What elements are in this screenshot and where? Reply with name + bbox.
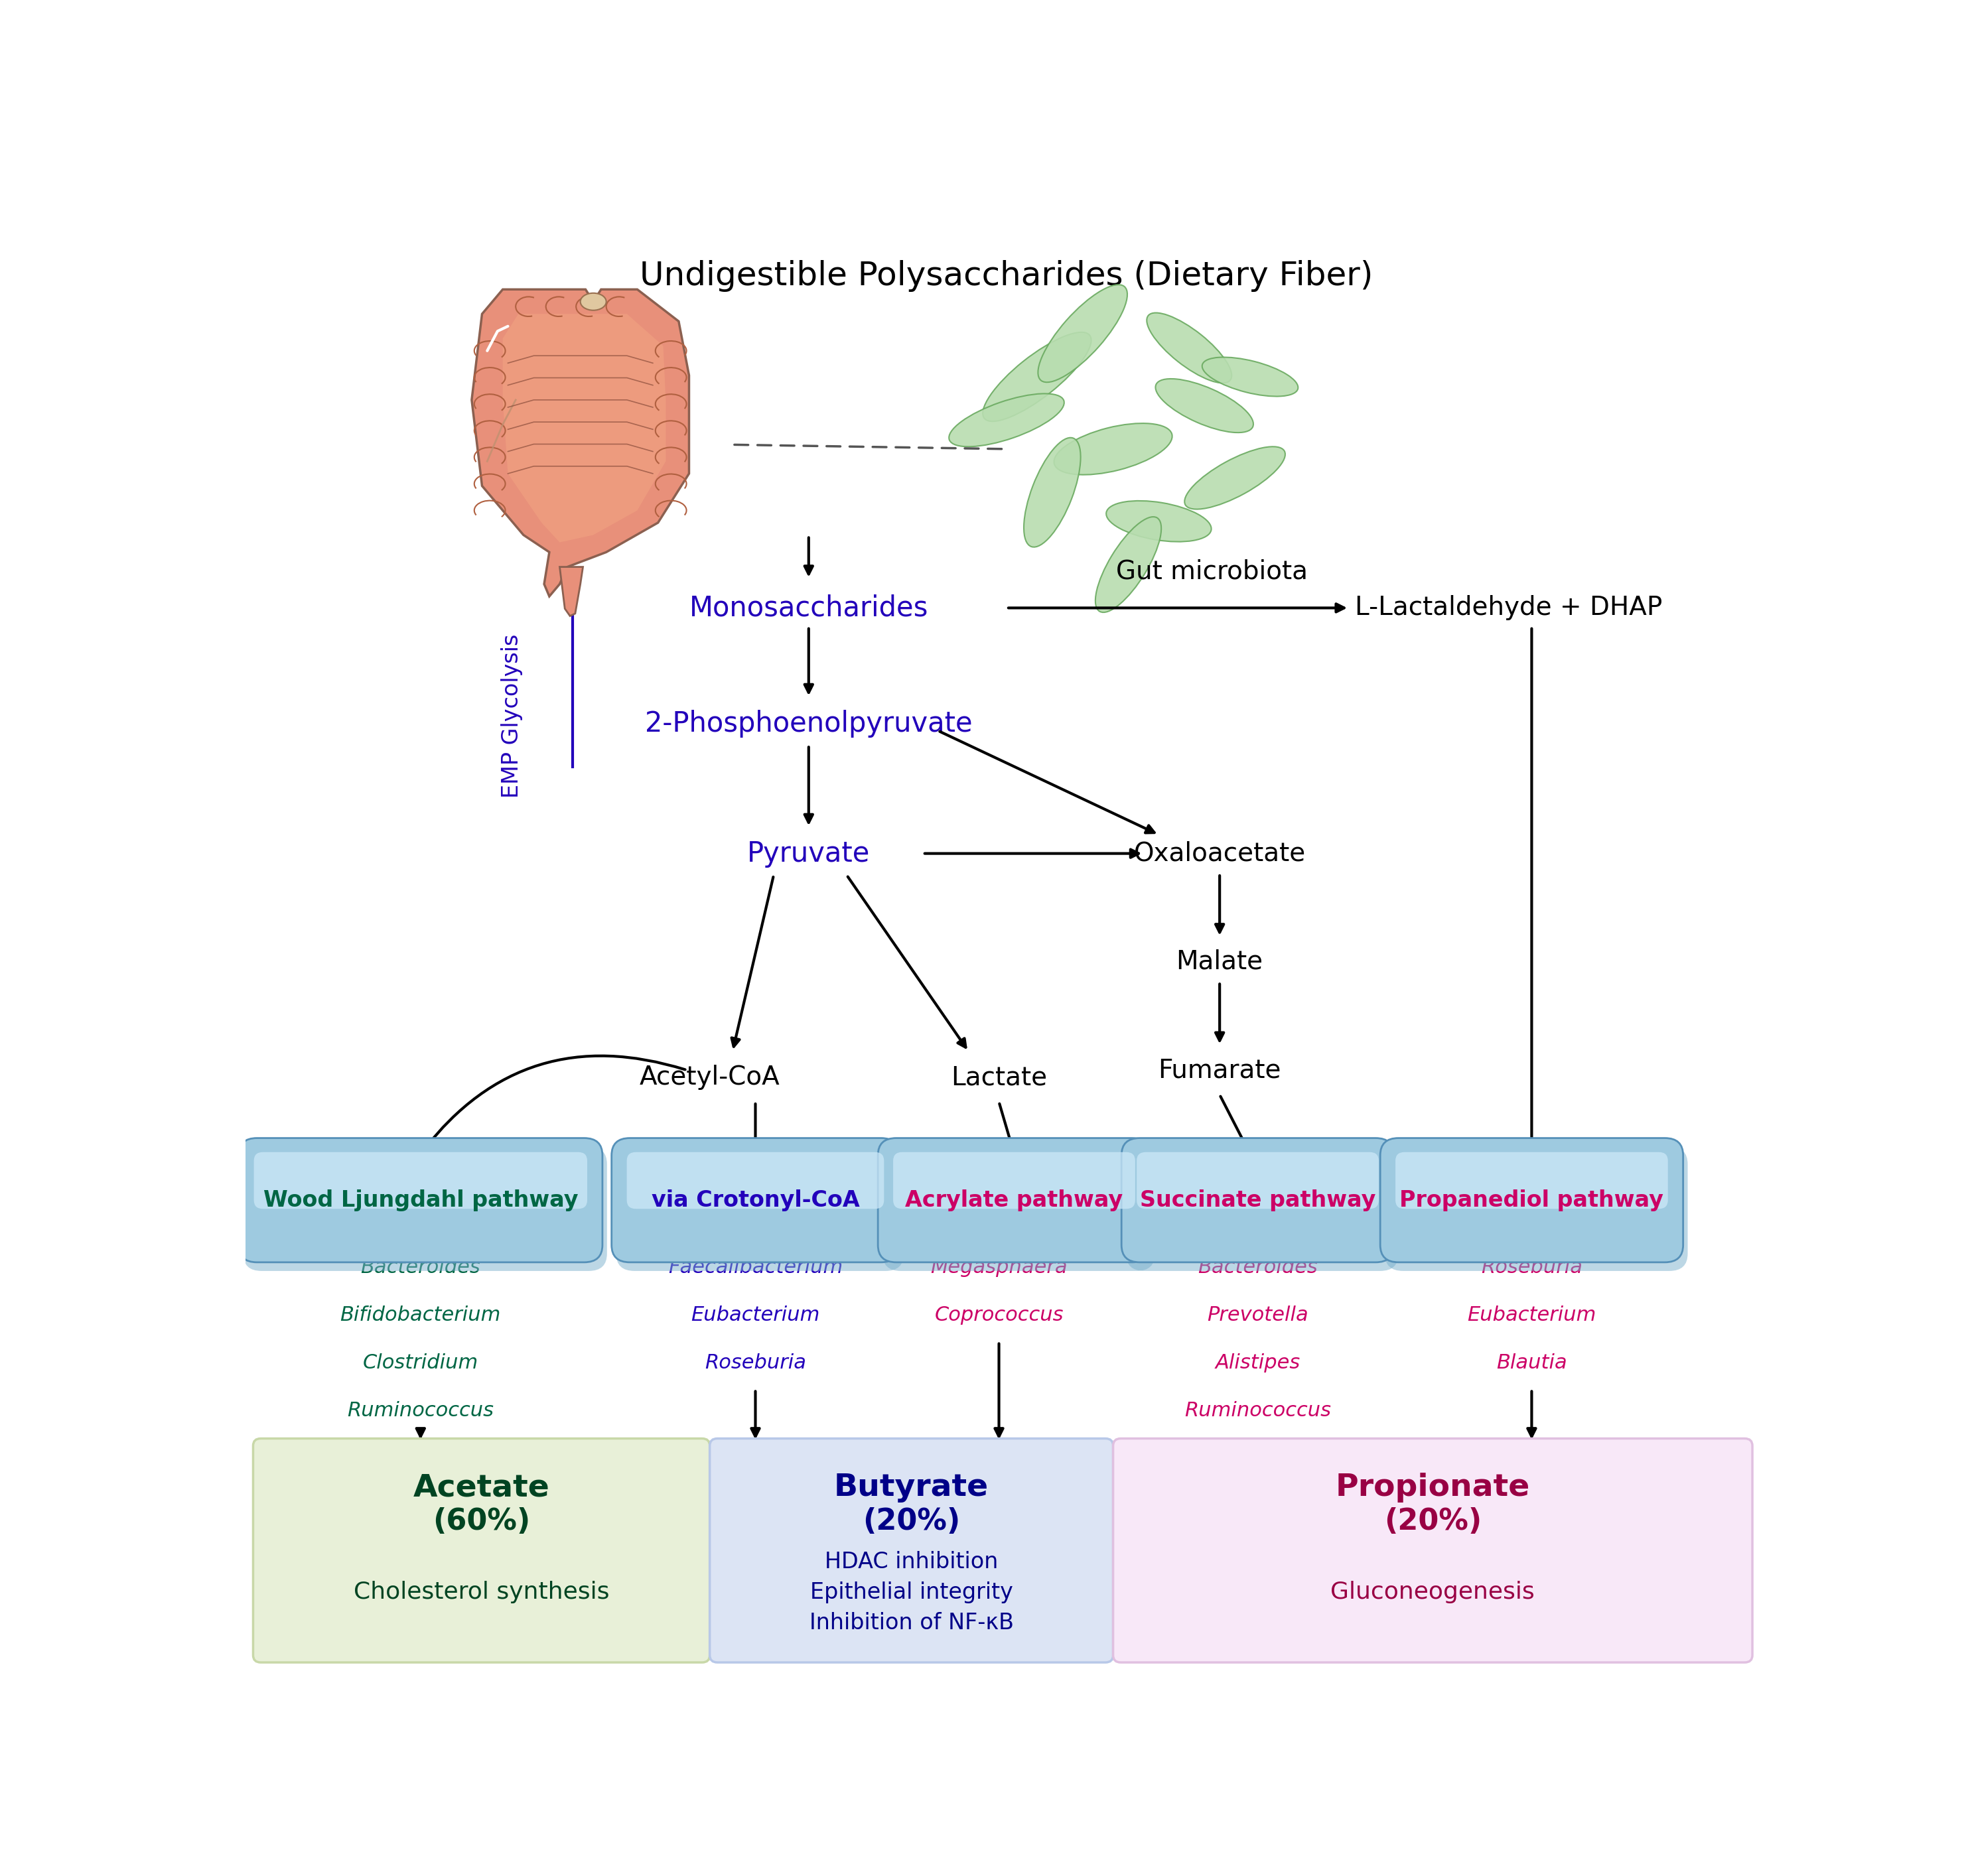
Ellipse shape — [949, 394, 1064, 446]
Polygon shape — [471, 289, 689, 597]
Text: Wood Ljungdahl pathway: Wood Ljungdahl pathway — [263, 1189, 577, 1212]
FancyBboxPatch shape — [709, 1439, 1114, 1662]
FancyBboxPatch shape — [240, 1139, 603, 1263]
Text: Oxaloacetate: Oxaloacetate — [1133, 840, 1306, 867]
Text: Prevotella: Prevotella — [1208, 1306, 1308, 1324]
Ellipse shape — [1202, 356, 1298, 396]
Text: (20%): (20%) — [1385, 1506, 1481, 1535]
FancyBboxPatch shape — [882, 1146, 1155, 1270]
Text: Eubacterium: Eubacterium — [691, 1306, 819, 1324]
Text: Lactate: Lactate — [951, 1066, 1047, 1090]
Text: Alistipes: Alistipes — [1216, 1353, 1300, 1373]
Polygon shape — [560, 567, 583, 615]
Text: Blautia: Blautia — [1497, 1353, 1567, 1373]
Text: EMP Glycolysis: EMP Glycolysis — [501, 634, 522, 799]
Text: Gluconeogenesis: Gluconeogenesis — [1332, 1581, 1534, 1604]
Text: Faecalibacterium: Faecalibacterium — [668, 1259, 843, 1278]
Text: Propanediol pathway: Propanediol pathway — [1400, 1189, 1664, 1212]
Text: Butyrate: Butyrate — [835, 1473, 988, 1503]
Text: Malate: Malate — [1176, 949, 1263, 974]
Text: Eubacterium: Eubacterium — [1467, 1306, 1597, 1324]
Ellipse shape — [1039, 285, 1127, 383]
Text: Bacteroides: Bacteroides — [1198, 1259, 1318, 1278]
Text: Propionate: Propionate — [1336, 1473, 1530, 1503]
Text: Ruminococcus: Ruminococcus — [348, 1401, 493, 1420]
Text: Bacteroides: Bacteroides — [361, 1259, 481, 1278]
FancyBboxPatch shape — [1381, 1139, 1683, 1263]
Text: Dialister: Dialister — [1216, 1448, 1300, 1467]
Ellipse shape — [1184, 446, 1284, 508]
Text: via Crotonyl-CoA: via Crotonyl-CoA — [652, 1189, 860, 1212]
Ellipse shape — [1055, 424, 1173, 475]
Text: Monosaccharides: Monosaccharides — [689, 595, 929, 621]
Text: Acetate: Acetate — [412, 1473, 550, 1503]
Text: Succinate pathway: Succinate pathway — [1139, 1189, 1375, 1212]
FancyBboxPatch shape — [244, 1146, 607, 1270]
Text: Bifidobacterium: Bifidobacterium — [340, 1306, 501, 1324]
Ellipse shape — [982, 332, 1092, 422]
Text: Acetyl-CoA: Acetyl-CoA — [640, 1066, 780, 1090]
Text: Ruminococcus: Ruminococcus — [1184, 1401, 1332, 1420]
Text: Gut microbiota: Gut microbiota — [1116, 559, 1308, 585]
Ellipse shape — [581, 293, 607, 310]
Text: Megasphaera: Megasphaera — [931, 1259, 1068, 1278]
FancyBboxPatch shape — [253, 1152, 587, 1208]
Text: 2-Phosphoenolpyruvate: 2-Phosphoenolpyruvate — [644, 709, 972, 737]
FancyBboxPatch shape — [253, 1439, 709, 1662]
FancyBboxPatch shape — [878, 1139, 1151, 1263]
Text: Akkermansia: Akkermansia — [1192, 1497, 1324, 1516]
Text: Roseburia: Roseburia — [1481, 1259, 1583, 1278]
FancyBboxPatch shape — [611, 1139, 900, 1263]
FancyBboxPatch shape — [1114, 1439, 1752, 1662]
Ellipse shape — [1096, 516, 1161, 612]
Text: L-Lactaldehyde + DHAP: L-Lactaldehyde + DHAP — [1355, 595, 1664, 621]
Text: Pyruvate: Pyruvate — [746, 840, 870, 867]
Text: Fumarate: Fumarate — [1159, 1058, 1281, 1082]
Ellipse shape — [1106, 501, 1212, 542]
Text: Cholesterol synthesis: Cholesterol synthesis — [354, 1581, 609, 1604]
FancyBboxPatch shape — [1121, 1139, 1394, 1263]
Text: (60%): (60%) — [432, 1506, 530, 1535]
FancyBboxPatch shape — [617, 1146, 903, 1270]
Polygon shape — [503, 313, 666, 542]
Text: HDAC inhibition
Epithelial integrity
Inhibition of NF-κB: HDAC inhibition Epithelial integrity Inh… — [809, 1551, 1013, 1634]
Text: Acrylate pathway: Acrylate pathway — [905, 1189, 1123, 1212]
Ellipse shape — [1155, 379, 1253, 433]
Text: Undigestible Polysaccharides (Dietary Fiber): Undigestible Polysaccharides (Dietary Fi… — [640, 259, 1373, 291]
FancyBboxPatch shape — [894, 1152, 1135, 1208]
Ellipse shape — [1023, 437, 1080, 548]
FancyBboxPatch shape — [1137, 1152, 1379, 1208]
FancyBboxPatch shape — [627, 1152, 884, 1208]
Text: Coprococcus: Coprococcus — [935, 1306, 1063, 1324]
FancyBboxPatch shape — [1125, 1146, 1398, 1270]
Ellipse shape — [1147, 313, 1231, 383]
FancyBboxPatch shape — [1385, 1146, 1687, 1270]
FancyBboxPatch shape — [1396, 1152, 1667, 1208]
Text: Clostridium: Clostridium — [363, 1353, 479, 1373]
Text: Roseburia: Roseburia — [705, 1353, 805, 1373]
Text: (20%): (20%) — [862, 1506, 960, 1535]
